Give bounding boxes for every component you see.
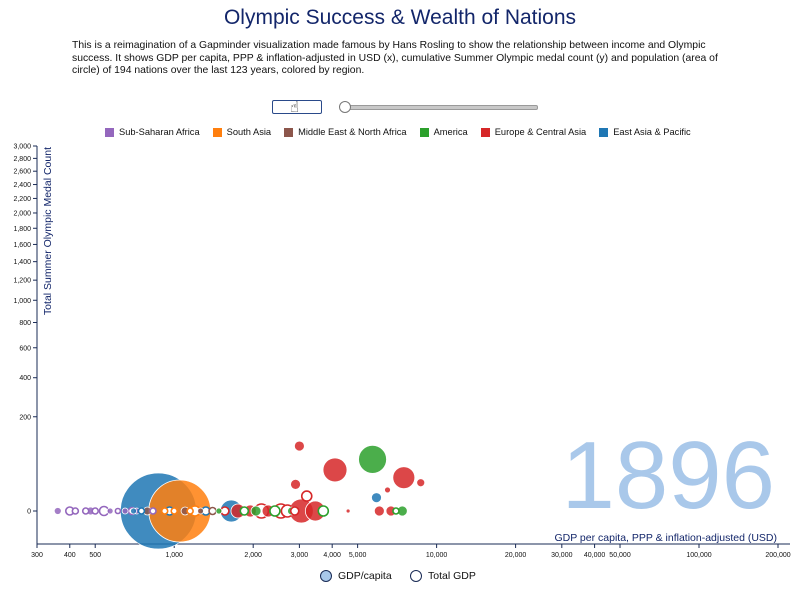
x-tick-label: 40,000: [584, 552, 606, 559]
y-tick-label: 2,800: [13, 156, 31, 163]
y-axis-label: Total Summer Olympic Medal Count: [42, 147, 54, 315]
legend-swatch: [105, 127, 114, 137]
x-tick-label: 50,000: [609, 552, 631, 559]
country-bubble: [294, 440, 305, 452]
legend-label: Sub-Saharan Africa: [119, 127, 200, 137]
x-tick-label: 500: [89, 552, 101, 559]
x-tick-label: 400: [64, 552, 76, 559]
legend-label: Middle East & North Africa: [298, 127, 407, 137]
legend: Sub-Saharan Africa South Asia Middle East …: [105, 127, 691, 137]
country-bubble: [392, 466, 416, 490]
x-tick-label: 3,000: [291, 552, 309, 559]
country-bubble: [373, 505, 385, 517]
y-tick-label: 800: [19, 320, 31, 327]
y-tick-label: 1,000: [13, 298, 31, 305]
y-tick-label: 1,200: [13, 278, 31, 285]
country-bubble: [137, 507, 146, 515]
y-tick-label: 1,600: [13, 242, 31, 249]
country-bubble: [197, 507, 204, 515]
y-tick-label: 1,400: [13, 259, 31, 266]
x-tick-label: 100,000: [686, 552, 711, 559]
country-bubble: [91, 507, 100, 515]
page-title: Olympic Success & Wealth of Nations: [223, 6, 577, 29]
country-bubble: [371, 492, 382, 504]
total-gdp-toggle[interactable]: Total GDP: [410, 570, 476, 582]
country-bubble: [392, 507, 400, 515]
country-bubble: [345, 508, 351, 514]
country-bubble: [250, 505, 262, 517]
country-bubble: [170, 507, 179, 515]
legend-label: South Asia: [226, 127, 272, 137]
x-tick-label: 2,000: [244, 552, 262, 559]
y-tick-label: 1,800: [13, 226, 31, 233]
country-bubble: [300, 490, 313, 502]
country-bubble: [186, 507, 194, 515]
legend-label: Europe & Central Asia: [494, 127, 587, 137]
total-gdp-label: Total GDP: [428, 570, 476, 582]
legend-label: East Asia & Pacific: [613, 127, 691, 137]
legend-item[interactable]: Europe & Central Asia: [480, 127, 587, 137]
gdp-per-capita-label: GDP/capita: [338, 570, 392, 582]
country-bubble: [71, 507, 80, 515]
description: This is a reimagination of a Gapminder v…: [72, 40, 718, 76]
country-bubble: [289, 506, 300, 516]
legend-swatch: [212, 127, 222, 137]
play-button[interactable]: [272, 100, 322, 114]
y-tick-label: 2,600: [13, 169, 31, 176]
country-bubble: [149, 507, 157, 515]
x-tick-label: 4,000: [323, 552, 341, 559]
country-bubble: [215, 507, 223, 515]
legend-item[interactable]: Sub-Saharan Africa: [105, 127, 200, 137]
country-bubble: [53, 507, 62, 515]
y-tick-label: 0: [27, 509, 31, 516]
country-bubble: [322, 457, 348, 483]
country-bubble: [106, 507, 114, 515]
y-tick-label: 200: [19, 414, 31, 421]
legend-item[interactable]: South Asia: [212, 127, 272, 137]
x-tick-label: 300: [31, 552, 43, 559]
x-tick-label: 200,000: [765, 552, 790, 559]
legend-item[interactable]: America: [419, 127, 468, 137]
legend-swatch: [599, 127, 609, 137]
legend-item[interactable]: East Asia & Pacific: [599, 127, 691, 137]
country-bubble: [121, 507, 129, 515]
radio-unselected-icon: [410, 570, 422, 582]
country-bubble: [290, 478, 301, 490]
legend-swatch: [419, 127, 429, 137]
country-bubble: [114, 507, 122, 515]
year-slider-handle[interactable]: [339, 101, 351, 113]
country-bubble: [160, 507, 169, 515]
legend-item[interactable]: Middle East & North Africa: [284, 127, 407, 137]
x-axis-label: GDP per capita, PPP & inflation-adjusted…: [554, 532, 777, 544]
legend-label: America: [433, 127, 468, 137]
y-tick-label: 400: [19, 375, 31, 382]
y-tick-label: 600: [19, 345, 31, 352]
x-tick-label: 10,000: [426, 552, 448, 559]
y-tick-label: 2,000: [13, 210, 31, 217]
gdp-per-capita-toggle[interactable]: GDP/capita: [320, 570, 392, 582]
country-bubble: [358, 444, 387, 474]
y-tick-label: 2,200: [13, 196, 31, 203]
radio-selected-icon: [320, 570, 332, 582]
country-bubble: [81, 507, 90, 515]
y-tick-label: 3,000: [13, 144, 31, 151]
y-tick-label: 2,400: [13, 182, 31, 189]
year-label: 1896: [561, 422, 775, 529]
legend-swatch: [480, 127, 490, 137]
x-tick-label: 30,000: [551, 552, 573, 559]
x-tick-label: 5,000: [349, 552, 367, 559]
country-bubble: [317, 505, 330, 517]
country-bubble: [416, 478, 426, 488]
legend-swatch: [284, 127, 294, 137]
country-bubble: [239, 506, 250, 516]
x-tick-label: 20,000: [505, 552, 527, 559]
country-bubble: [208, 506, 217, 516]
country-bubble: [269, 505, 281, 517]
country-bubble: [384, 486, 391, 494]
x-tick-label: 1,000: [165, 552, 183, 559]
country-bubble: [130, 507, 137, 515]
